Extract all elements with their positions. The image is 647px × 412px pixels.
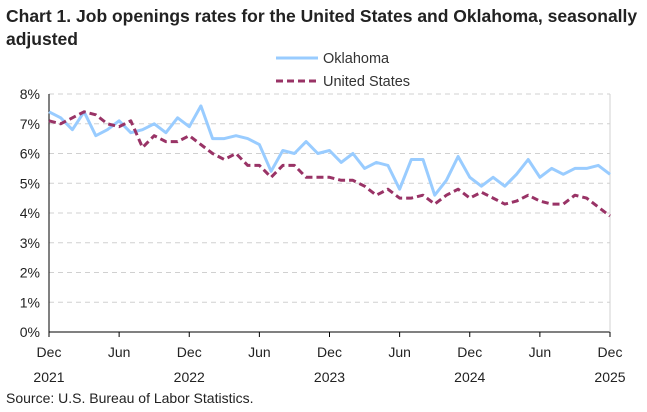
y-tick-label: 3% [20, 235, 40, 251]
x-tick-year: 2021 [33, 369, 64, 385]
y-tick-label: 6% [20, 146, 40, 162]
y-tick-label: 1% [20, 294, 40, 310]
x-tick-year: 2024 [454, 369, 485, 385]
x-tick-month: Jun [248, 344, 271, 360]
legend-label: United States [323, 74, 410, 90]
x-tick-month: Dec [177, 344, 202, 360]
x-tick-month: Jun [108, 344, 131, 360]
x-tick-month: Jun [388, 344, 411, 360]
x-tick-year: 2023 [314, 369, 345, 385]
x-tick-year: 2022 [174, 369, 205, 385]
x-tick-month: Jun [529, 344, 552, 360]
x-tick-year: 2025 [594, 369, 625, 385]
x-tick-month: Dec [457, 344, 482, 360]
x-tick-month: Dec [37, 344, 62, 360]
x-tick-month: Dec [598, 344, 623, 360]
legend-label: Oklahoma [323, 51, 390, 67]
source-note: Source: U.S. Bureau of Labor Statistics. [6, 390, 254, 406]
y-tick-label: 8% [20, 86, 40, 102]
series-line-united-states [48, 110, 611, 218]
y-tick-label: 7% [20, 116, 40, 132]
chart-title: Chart 1. Job openings rates for the Unit… [6, 6, 638, 49]
y-tick-label: 4% [20, 205, 40, 221]
y-tick-label: 0% [20, 324, 40, 340]
series-line-oklahoma [48, 104, 611, 197]
x-tick-month: Dec [317, 344, 342, 360]
y-tick-label: 5% [20, 175, 40, 191]
y-tick-label: 2% [20, 265, 40, 281]
